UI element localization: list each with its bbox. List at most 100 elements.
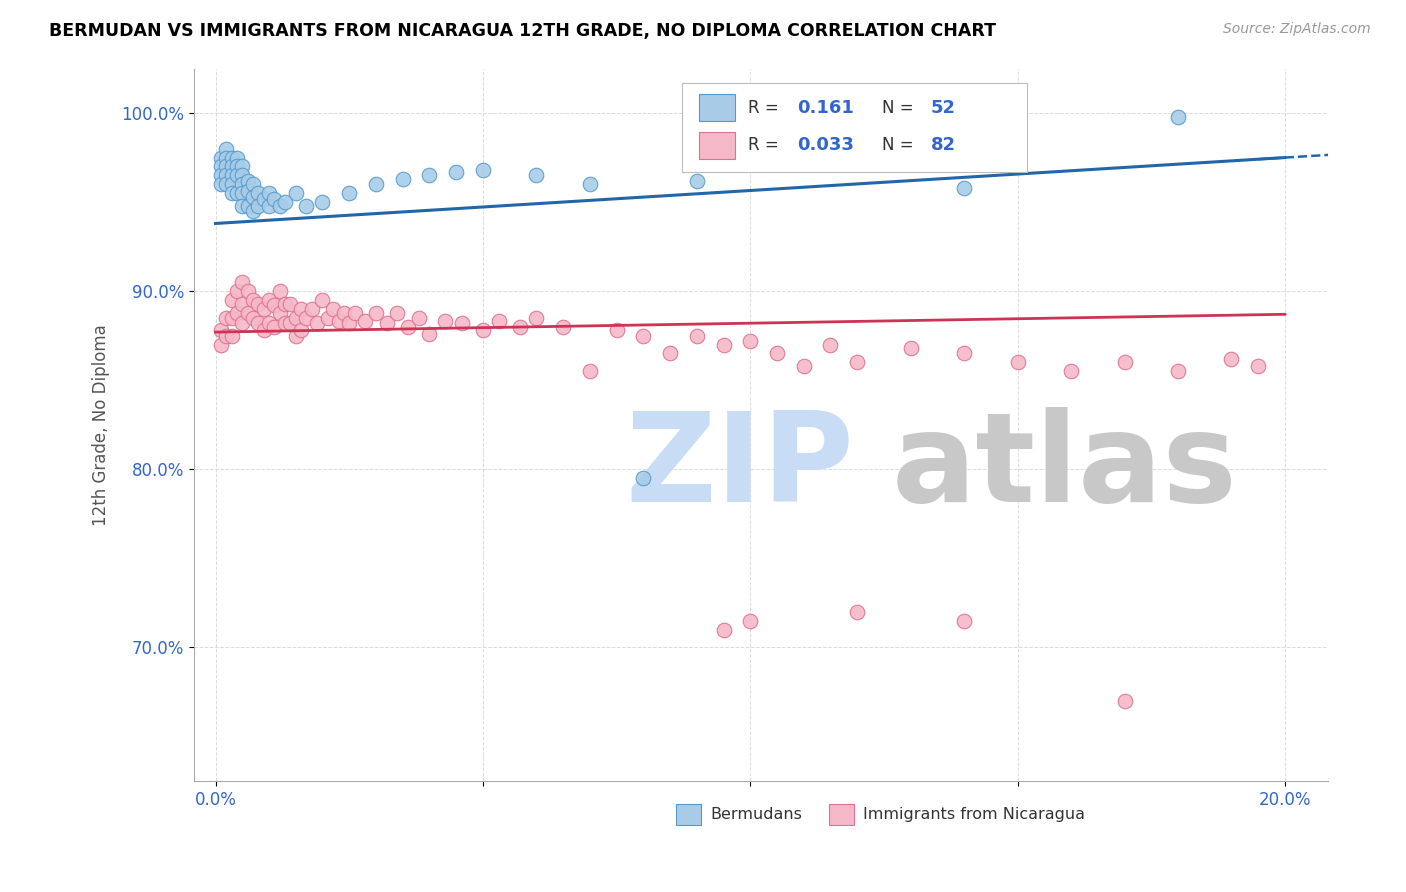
Point bbox=[209, 178, 232, 192]
Bar bbox=[676, 804, 700, 825]
Point bbox=[418, 169, 440, 183]
Point bbox=[221, 186, 243, 201]
Point bbox=[215, 169, 238, 183]
Point bbox=[215, 328, 238, 343]
Point bbox=[375, 316, 398, 330]
Point bbox=[450, 316, 472, 330]
Text: Immigrants from Nicaragua: Immigrants from Nicaragua bbox=[863, 807, 1085, 822]
Point bbox=[209, 323, 232, 337]
Point bbox=[257, 186, 280, 201]
Text: R =: R = bbox=[748, 136, 785, 154]
Point bbox=[209, 169, 232, 183]
Point bbox=[333, 305, 356, 319]
Bar bbox=[699, 132, 735, 159]
Point bbox=[209, 151, 232, 165]
Point bbox=[553, 319, 575, 334]
Point bbox=[1167, 110, 1189, 124]
Point bbox=[364, 305, 387, 319]
Point bbox=[387, 305, 409, 319]
Point bbox=[226, 151, 249, 165]
Point bbox=[247, 296, 270, 310]
Point bbox=[766, 346, 789, 360]
Point bbox=[311, 293, 333, 307]
Point bbox=[247, 316, 270, 330]
Point bbox=[215, 142, 238, 156]
Point bbox=[1247, 359, 1270, 373]
Point bbox=[242, 293, 264, 307]
Point bbox=[242, 190, 264, 204]
Point bbox=[295, 310, 318, 325]
Point bbox=[236, 174, 259, 188]
Point bbox=[322, 301, 344, 316]
Point bbox=[226, 284, 249, 298]
Point bbox=[231, 199, 253, 213]
Point bbox=[263, 298, 285, 312]
Point bbox=[793, 359, 815, 373]
Point bbox=[740, 614, 762, 628]
Point bbox=[633, 471, 655, 485]
Point bbox=[295, 199, 318, 213]
Text: 0.033: 0.033 bbox=[797, 136, 853, 154]
Point bbox=[284, 310, 307, 325]
Point bbox=[269, 199, 291, 213]
Point bbox=[1220, 351, 1243, 366]
Point bbox=[391, 172, 413, 186]
Text: N =: N = bbox=[882, 99, 920, 117]
Point bbox=[396, 319, 419, 334]
Point bbox=[253, 192, 276, 206]
Point bbox=[820, 337, 842, 351]
Point bbox=[226, 160, 249, 174]
Point bbox=[231, 186, 253, 201]
Point bbox=[471, 163, 494, 178]
Point bbox=[740, 334, 762, 348]
Text: BERMUDAN VS IMMIGRANTS FROM NICARAGUA 12TH GRADE, NO DIPLOMA CORRELATION CHART: BERMUDAN VS IMMIGRANTS FROM NICARAGUA 12… bbox=[49, 22, 997, 40]
Point bbox=[364, 178, 387, 192]
Point bbox=[215, 310, 238, 325]
Text: Source: ZipAtlas.com: Source: ZipAtlas.com bbox=[1223, 22, 1371, 37]
Point bbox=[686, 328, 709, 343]
Point bbox=[221, 169, 243, 183]
Point bbox=[713, 623, 735, 637]
Point bbox=[253, 323, 276, 337]
Point bbox=[253, 301, 276, 316]
Point bbox=[579, 364, 602, 378]
Point bbox=[226, 186, 249, 201]
Point bbox=[274, 296, 297, 310]
Point bbox=[343, 305, 366, 319]
Point bbox=[953, 181, 976, 195]
Point bbox=[633, 328, 655, 343]
Point bbox=[1167, 364, 1189, 378]
Point bbox=[408, 310, 430, 325]
Point bbox=[953, 346, 976, 360]
Text: Bermudans: Bermudans bbox=[710, 807, 801, 822]
Point bbox=[659, 346, 682, 360]
Point bbox=[509, 319, 531, 334]
Point bbox=[1007, 355, 1029, 369]
Point bbox=[236, 185, 259, 199]
Point bbox=[290, 301, 312, 316]
Point bbox=[231, 178, 253, 192]
Point bbox=[215, 178, 238, 192]
Point bbox=[280, 296, 302, 310]
Point bbox=[606, 323, 628, 337]
Point bbox=[1114, 355, 1136, 369]
Text: 0.161: 0.161 bbox=[797, 99, 853, 117]
Point bbox=[263, 192, 285, 206]
FancyBboxPatch shape bbox=[682, 83, 1028, 172]
Point bbox=[263, 319, 285, 334]
Point bbox=[231, 275, 253, 289]
Point bbox=[274, 316, 297, 330]
Point bbox=[209, 160, 232, 174]
Y-axis label: 12th Grade, No Diploma: 12th Grade, No Diploma bbox=[93, 324, 110, 525]
Text: ZIP: ZIP bbox=[624, 407, 853, 528]
Text: 82: 82 bbox=[931, 136, 956, 154]
Point bbox=[354, 314, 377, 328]
Point bbox=[231, 160, 253, 174]
Point bbox=[1060, 364, 1083, 378]
Point bbox=[221, 178, 243, 192]
Point bbox=[221, 151, 243, 165]
Point bbox=[290, 323, 312, 337]
Point bbox=[301, 301, 323, 316]
Point bbox=[1114, 694, 1136, 708]
Point bbox=[488, 314, 510, 328]
